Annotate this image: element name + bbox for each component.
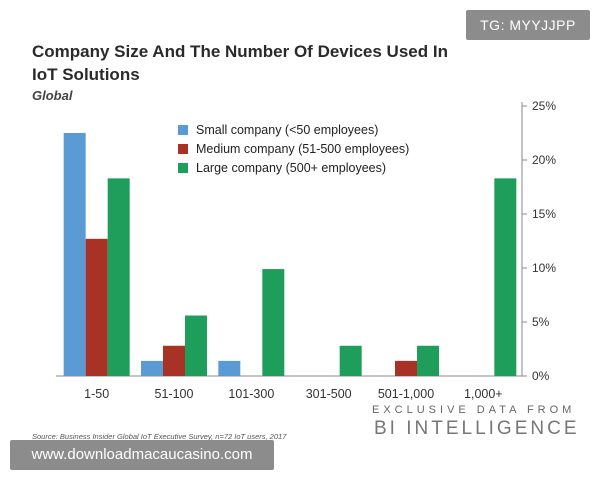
- bar-large-3: [339, 345, 362, 376]
- x-tick-label: 1,000+: [464, 387, 503, 401]
- x-tick-label: 301-500: [306, 387, 352, 401]
- watermark-banner: www.downloadmacaucasino.com: [10, 440, 274, 470]
- y-tick-label: 0%: [532, 369, 550, 383]
- y-tick-label: 10%: [532, 261, 556, 275]
- bar-large-4: [417, 345, 439, 376]
- bar-medium-4: [395, 360, 417, 376]
- x-tick-label: 101-300: [228, 387, 274, 401]
- x-tick-label: 501-1,000: [378, 387, 434, 401]
- chart-subtitle: Global: [32, 88, 73, 103]
- bar-large-1: [185, 315, 207, 376]
- legend-label-large: Large company (500+ employees): [196, 160, 387, 175]
- legend-item-large: Large company (500+ employees): [178, 158, 409, 177]
- y-tick-label: 20%: [532, 153, 556, 167]
- legend-label-small: Small company (<50 employees): [196, 122, 379, 137]
- legend-swatch-medium: [178, 143, 188, 154]
- bar-small-0: [63, 133, 86, 376]
- brand-tagline: EXCLUSIVE DATA FROM: [372, 404, 576, 416]
- x-tick-label: 51-100: [155, 387, 194, 401]
- source-note: Source: Business Insider Global IoT Exec…: [32, 432, 287, 441]
- legend-item-medium: Medium company (51-500 employees): [178, 139, 409, 158]
- y-tick-label: 5%: [532, 315, 550, 329]
- y-tick-label: 15%: [532, 207, 556, 221]
- x-tick-label: 1-50: [84, 387, 109, 401]
- bar-small-2: [218, 360, 241, 376]
- brand-logo-text: BI INTELLIGENCE: [374, 418, 580, 439]
- bar-medium-0: [85, 238, 108, 376]
- legend-item-small: Small company (<50 employees): [178, 120, 409, 139]
- bar-large-2: [262, 269, 285, 376]
- bar-small-1: [141, 360, 163, 376]
- bar-medium-1: [163, 345, 185, 376]
- bar-large-5: [494, 178, 517, 376]
- overlay-tag: TG: MYYJJPP: [466, 10, 590, 40]
- legend-swatch-large: [178, 162, 188, 173]
- chart-legend: Small company (<50 employees) Medium com…: [178, 120, 409, 177]
- y-tick-label: 25%: [532, 99, 556, 113]
- legend-label-medium: Medium company (51-500 employees): [196, 141, 410, 156]
- bar-large-0: [107, 178, 130, 376]
- legend-swatch-small: [178, 124, 188, 135]
- chart-title: Company Size And The Number Of Devices U…: [32, 42, 448, 84]
